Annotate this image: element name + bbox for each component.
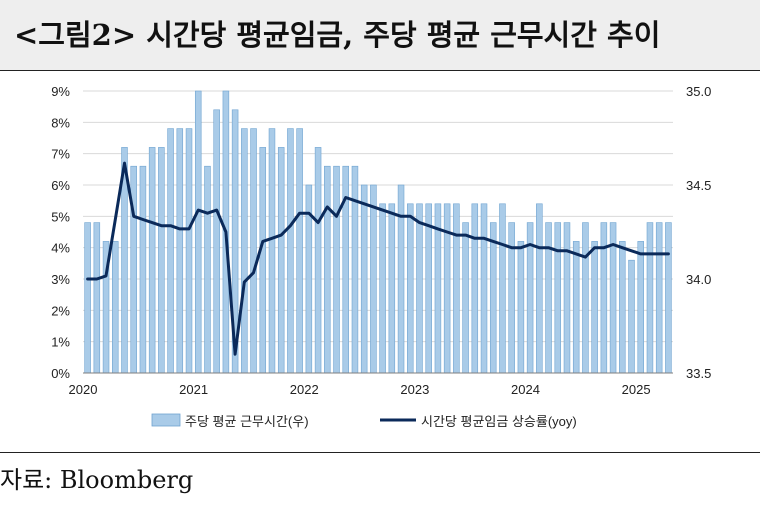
bar-weekly-hours xyxy=(489,222,497,374)
bar-weekly-hours xyxy=(287,128,294,374)
chart-title: <그림2> 시간당 평균임금, 주당 평균 근무시간 추이 xyxy=(14,18,661,52)
left-axis-tick-label: 2% xyxy=(51,303,70,318)
bar-weekly-hours xyxy=(194,90,202,374)
left-axis-tick-label: 7% xyxy=(51,147,70,162)
left-axis-tick-label: 6% xyxy=(51,178,70,193)
bar-weekly-hours xyxy=(268,128,276,374)
bar-weekly-hours xyxy=(148,147,156,374)
right-axis-tick-label: 35.0 xyxy=(686,84,711,99)
bar-weekly-hours xyxy=(471,203,479,374)
bar-weekly-hours xyxy=(158,147,165,374)
legend-line-label: 시간당 평균임금 상승률(yoy) xyxy=(421,414,577,429)
bar-weekly-hours xyxy=(296,128,303,374)
right-axis-tick-label: 33.5 xyxy=(686,366,711,381)
bar-weekly-hours xyxy=(185,128,193,374)
bar-weekly-hours xyxy=(665,222,672,374)
bar-weekly-hours xyxy=(637,241,644,374)
bar-weekly-hours xyxy=(443,203,451,374)
x-axis-tick-label: 2025 xyxy=(622,382,651,397)
bar-weekly-hours xyxy=(499,203,506,374)
bar-weekly-hours xyxy=(370,184,377,374)
bar-weekly-hours xyxy=(582,222,589,374)
bar-weekly-hours xyxy=(213,109,220,374)
bar-weekly-hours xyxy=(204,165,211,374)
left-axis-tick-label: 5% xyxy=(51,209,70,224)
bar-weekly-hours xyxy=(545,222,552,374)
bar-weekly-hours xyxy=(351,165,359,374)
title-bar: <그림2> 시간당 평균임금, 주당 평균 근무시간 추이 xyxy=(0,0,760,71)
wage-growth-line xyxy=(86,161,670,356)
x-axis-tick-label: 2024 xyxy=(511,382,540,397)
bar-weekly-hours xyxy=(93,222,101,374)
bar-weekly-hours xyxy=(591,241,598,374)
bar-weekly-hours xyxy=(563,222,571,374)
left-axis-tick-label: 3% xyxy=(51,272,70,287)
bar-weekly-hours xyxy=(324,165,331,374)
bar-weekly-hours xyxy=(139,165,147,374)
bar-weekly-hours xyxy=(241,128,248,374)
source-note: 자료: Bloomberg xyxy=(0,466,194,494)
bar-weekly-hours xyxy=(333,165,340,374)
left-axis-tick-label: 1% xyxy=(51,335,70,350)
bar-weekly-hours xyxy=(425,203,432,374)
bar-weekly-hours xyxy=(360,184,368,374)
x-axis-tick-label: 2021 xyxy=(179,382,208,397)
bar-weekly-hours xyxy=(379,203,386,374)
bar-weekly-hours xyxy=(259,147,267,374)
left-axis-tick-label: 8% xyxy=(51,115,70,130)
bar-weekly-hours xyxy=(112,241,119,374)
left-axis-tick-label: 9% xyxy=(51,84,70,99)
bar-weekly-hours xyxy=(619,241,626,374)
bar-weekly-hours xyxy=(453,203,460,374)
bar-weekly-hours xyxy=(646,222,654,374)
source-divider xyxy=(0,452,760,453)
bar-weekly-hours xyxy=(176,128,184,374)
bar-weekly-hours xyxy=(655,222,663,374)
right-axis-tick-label: 34.5 xyxy=(686,178,711,193)
bar-weekly-hours xyxy=(277,147,285,374)
bar-weekly-hours xyxy=(628,259,635,374)
legend-bar-label: 주당 평균 근무시간(우) xyxy=(185,414,309,429)
x-axis-tick-label: 2020 xyxy=(69,382,98,397)
left-axis-tick-label: 0% xyxy=(51,366,70,381)
bar-weekly-hours xyxy=(167,128,174,374)
bar-weekly-hours xyxy=(536,203,543,374)
chart-area: 9% 8% 7% 6% 5% 4% 3% 2% 1% 0% 35.0 34.5 34.0 33.5 2020… xyxy=(51,84,711,429)
bar-weekly-hours xyxy=(480,203,488,374)
bar-weekly-hours xyxy=(572,241,580,374)
bar-weekly-hours xyxy=(554,222,562,374)
bar-weekly-hours xyxy=(407,203,414,374)
bar-weekly-hours xyxy=(416,203,423,374)
left-axis-tick-label: 4% xyxy=(51,241,70,256)
bar-weekly-hours xyxy=(517,241,525,374)
x-axis-tick-label: 2022 xyxy=(290,382,319,397)
bar-weekly-hours xyxy=(84,222,91,374)
legend-bar-swatch xyxy=(151,413,181,427)
bar-weekly-hours xyxy=(600,222,608,374)
bar-weekly-hours xyxy=(388,203,396,374)
x-axis-tick-label: 2023 xyxy=(400,382,429,397)
bar-weekly-hours xyxy=(508,222,515,374)
right-axis-tick-label: 34.0 xyxy=(686,272,711,287)
bar-weekly-hours xyxy=(250,128,257,374)
bar-weekly-hours xyxy=(314,147,322,374)
bar-weekly-hours xyxy=(397,184,405,374)
bar-weekly-hours xyxy=(462,222,469,374)
